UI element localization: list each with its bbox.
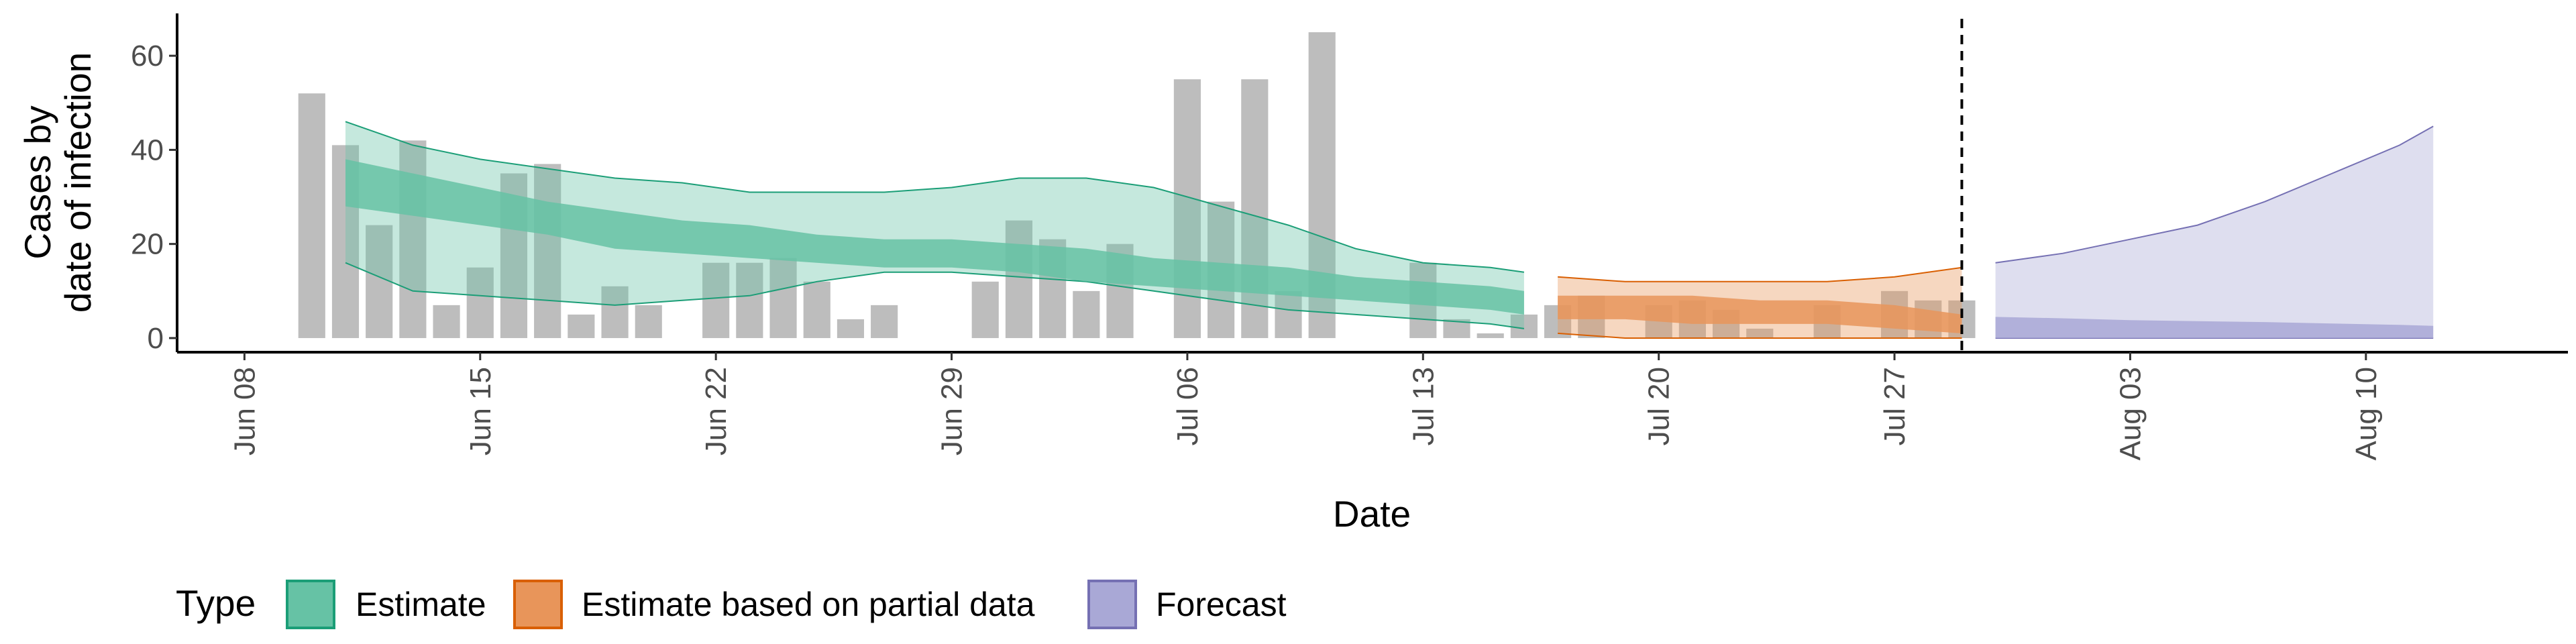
bar (736, 262, 763, 338)
x-tick-label: Jun 22 (700, 367, 733, 455)
y-axis-title-line: date of infection (57, 52, 99, 313)
bands-layer (345, 121, 2434, 339)
axes-layer: 0 20 40 60 Jun 08 Jun 15 Jun 22 Jun 29 Jul 06 Jul… (17, 13, 2568, 535)
inner-band (1995, 317, 2434, 338)
series-estimate-based-on-partial-data (1558, 266, 1962, 339)
bar (534, 164, 561, 338)
legend-label: Estimate (356, 586, 486, 623)
legend: Type Estimate Estimate based on partial da… (176, 580, 1287, 629)
y-tick-label: 40 (131, 133, 164, 166)
series-estimate (345, 121, 1525, 329)
y-axis-title-line: Cases by (17, 105, 58, 260)
outer-band-upper-edge (1558, 266, 1962, 282)
bar (298, 93, 325, 338)
legend-label: Estimate based on partial data (582, 586, 1035, 623)
bar (568, 314, 595, 338)
x-tick-label: Jun 08 (228, 367, 261, 455)
bar (1241, 79, 1269, 338)
outer-band-lower-edge (345, 262, 1525, 329)
outer-band-lower-edge (1558, 332, 1962, 339)
bar (971, 281, 999, 338)
inner-band (1558, 295, 1962, 333)
series-forecast (1995, 125, 2434, 339)
bar (837, 319, 865, 338)
x-tick-label: Aug 03 (2114, 367, 2147, 460)
bar (433, 305, 460, 338)
x-tick-label: Jun 15 (464, 367, 497, 455)
y-axis-title: Cases bydate of infection (17, 52, 99, 313)
bar (601, 286, 629, 338)
x-tick-label: Jul 06 (1171, 367, 1204, 445)
bar (803, 281, 830, 338)
y-tick-label: 20 (131, 228, 164, 261)
bar (1510, 314, 1538, 338)
bar (1005, 220, 1033, 338)
bar (1275, 290, 1302, 338)
outer-band (1995, 126, 2434, 339)
bar (1477, 333, 1504, 338)
legend-label: Forecast (1156, 586, 1287, 623)
legend-key (286, 580, 335, 629)
bar (1073, 290, 1100, 338)
x-tick-label: Jul 27 (1878, 367, 1911, 445)
outer-band-upper-edge (345, 121, 1525, 273)
x-tick-label: Jul 13 (1407, 367, 1440, 445)
bar (702, 262, 730, 338)
inner-band (345, 159, 1524, 315)
bar (466, 267, 494, 338)
bar (635, 305, 662, 338)
legend-key (513, 580, 563, 629)
bar (1746, 328, 1774, 338)
bar (769, 258, 797, 338)
bar (366, 225, 393, 338)
legend-key (1087, 580, 1137, 629)
bar (871, 305, 898, 338)
x-tick-label: Jun 29 (936, 367, 969, 455)
legend-title: Type (176, 582, 256, 624)
x-tick-label: Jul 20 (1643, 367, 1676, 445)
x-axis-title: Date (1333, 493, 1411, 535)
x-tick-label: Aug 10 (2350, 367, 2383, 460)
y-tick-label: 0 (148, 322, 164, 355)
y-tick-label: 60 (131, 40, 164, 72)
outer-band-upper-edge (1995, 125, 2434, 264)
